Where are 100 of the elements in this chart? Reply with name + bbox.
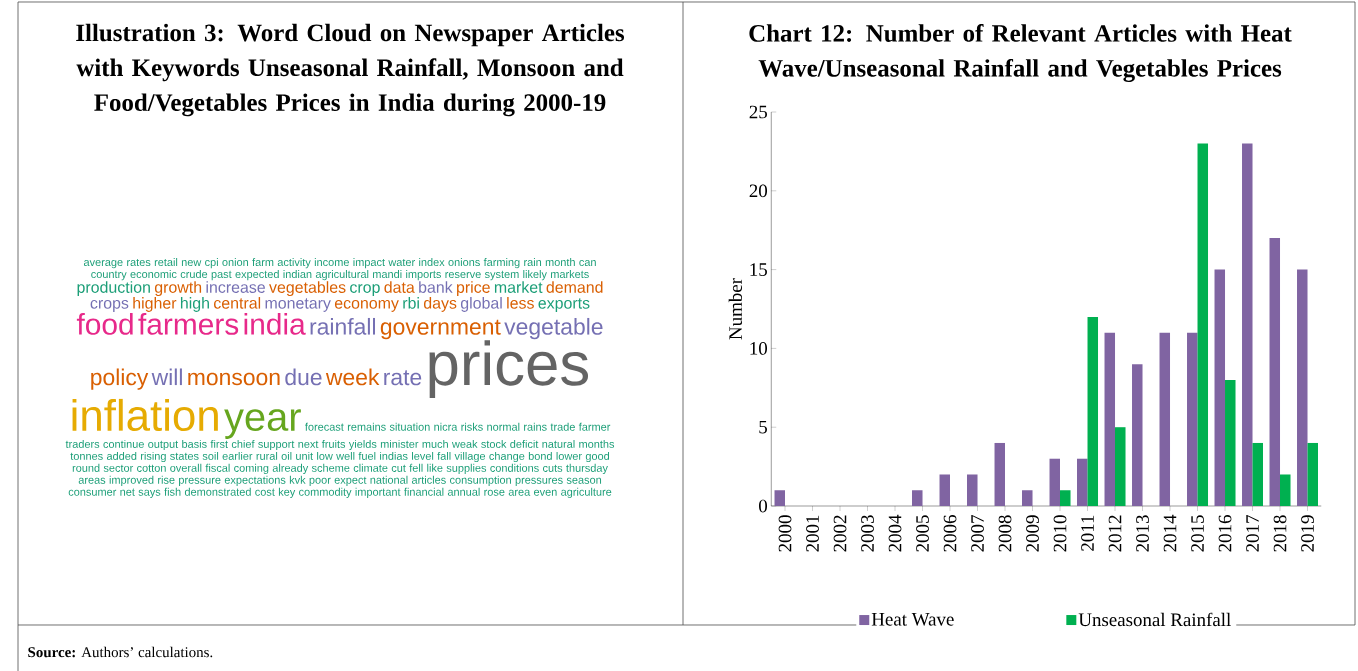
text: months (579, 439, 615, 448)
text: agricultural (315, 269, 369, 281)
text: crop (350, 284, 380, 297)
text: village (454, 451, 486, 463)
text: rates (127, 258, 151, 267)
text: support (258, 440, 295, 451)
text: conditions (490, 463, 539, 472)
text: improved (109, 475, 154, 486)
text: crude (180, 269, 208, 279)
text: consumption (450, 475, 511, 486)
x-tick-label: 2006 (943, 515, 957, 552)
x-tick-label: 2018 (1273, 515, 1287, 552)
text: forecast (305, 422, 344, 431)
text: rains (524, 422, 547, 431)
text: yields (348, 439, 377, 451)
text: expectations (224, 475, 286, 486)
text: change (489, 451, 525, 463)
text: rbi (403, 297, 419, 309)
text: market (494, 281, 543, 293)
text: added (106, 451, 137, 460)
text: farmers (138, 312, 239, 335)
text: week (325, 368, 380, 386)
text: key (278, 487, 296, 498)
chart-title: Chart 12: Number of Relevant Articles with Heat Wave/Unseasonal Rainfall and Vegetables Prices (749, 24, 1292, 82)
text: fall (437, 451, 451, 460)
text: area (508, 489, 531, 496)
text: farming (483, 258, 520, 269)
text: articles (411, 475, 446, 484)
bar (1242, 143, 1253, 506)
text: month (545, 258, 575, 267)
text: situation (389, 422, 430, 431)
text: first (210, 439, 228, 448)
legend-label: Unseasonal Rainfall (1078, 612, 1231, 627)
text: likely (523, 269, 547, 281)
text: soil (202, 451, 219, 460)
text: tonnes (70, 452, 103, 460)
y-tick-label: 20 (749, 184, 768, 198)
text: basis (182, 439, 207, 448)
bar (1252, 442, 1264, 506)
text: demonstrated (184, 487, 251, 496)
bar (1214, 269, 1226, 506)
text: vegetables (269, 281, 346, 297)
text: climate (353, 463, 388, 472)
text: inflation (72, 398, 218, 432)
y-tick-label: 0 (759, 499, 768, 513)
text: unit (296, 451, 314, 460)
text: says (138, 489, 161, 498)
text: india (244, 312, 306, 335)
text: financial (404, 487, 444, 496)
text: policy (91, 368, 149, 390)
bar (1077, 458, 1088, 506)
text: traders (65, 439, 100, 448)
y-axis-title: Number (728, 278, 742, 340)
text: consumer (68, 489, 117, 496)
text: like (427, 463, 443, 472)
text: rain (524, 258, 542, 267)
x-tick-label: 2017 (1246, 515, 1259, 552)
bar (1197, 143, 1209, 506)
bar (1049, 458, 1061, 506)
text: mandi (373, 269, 402, 279)
text: bond (528, 451, 552, 460)
text: commodity (299, 487, 352, 498)
text: pressures (515, 477, 563, 486)
bar (774, 490, 786, 506)
text: rising (141, 451, 166, 463)
text: new (181, 260, 202, 267)
text: weak (451, 439, 478, 448)
x-tick-label: 2012 (1108, 515, 1122, 552)
text: well (336, 451, 355, 460)
text: poor (309, 477, 331, 486)
text: vegetable (504, 317, 603, 340)
text: rainfall (310, 317, 375, 335)
text: scheme (311, 463, 350, 472)
x-tick-label: 2008 (998, 515, 1012, 552)
text: higher (133, 297, 177, 312)
bar (1087, 316, 1099, 506)
text: high (180, 297, 209, 312)
text: crops (90, 300, 129, 312)
text: stock (481, 439, 507, 448)
text: rose (484, 489, 505, 496)
text: prices (429, 340, 589, 398)
text: rural (256, 451, 278, 460)
text: bank (419, 281, 453, 293)
x-tick-label: 2004 (888, 514, 902, 552)
bar (1159, 332, 1171, 506)
text: indian (283, 269, 312, 279)
text: cuts (542, 464, 563, 472)
text: imports (406, 269, 441, 281)
text: Illustration 3: Word Cloud on Newspaper Articles with Keywords Unseasonal Rainfall, Monsoon and Food/Vegetables Prices in India during 2000-19 (76, 23, 625, 117)
x-tick-label: 2003 (861, 515, 874, 552)
text: low (317, 451, 333, 460)
x-tick-label: 2001 (806, 515, 819, 552)
text: less (507, 297, 534, 309)
text: fish (164, 487, 181, 496)
bar (1297, 269, 1308, 506)
x-tick-label: 2000 (778, 515, 792, 552)
text: exports (538, 298, 590, 312)
text: food (76, 312, 133, 335)
text: government (380, 319, 501, 340)
text: national (370, 475, 408, 484)
